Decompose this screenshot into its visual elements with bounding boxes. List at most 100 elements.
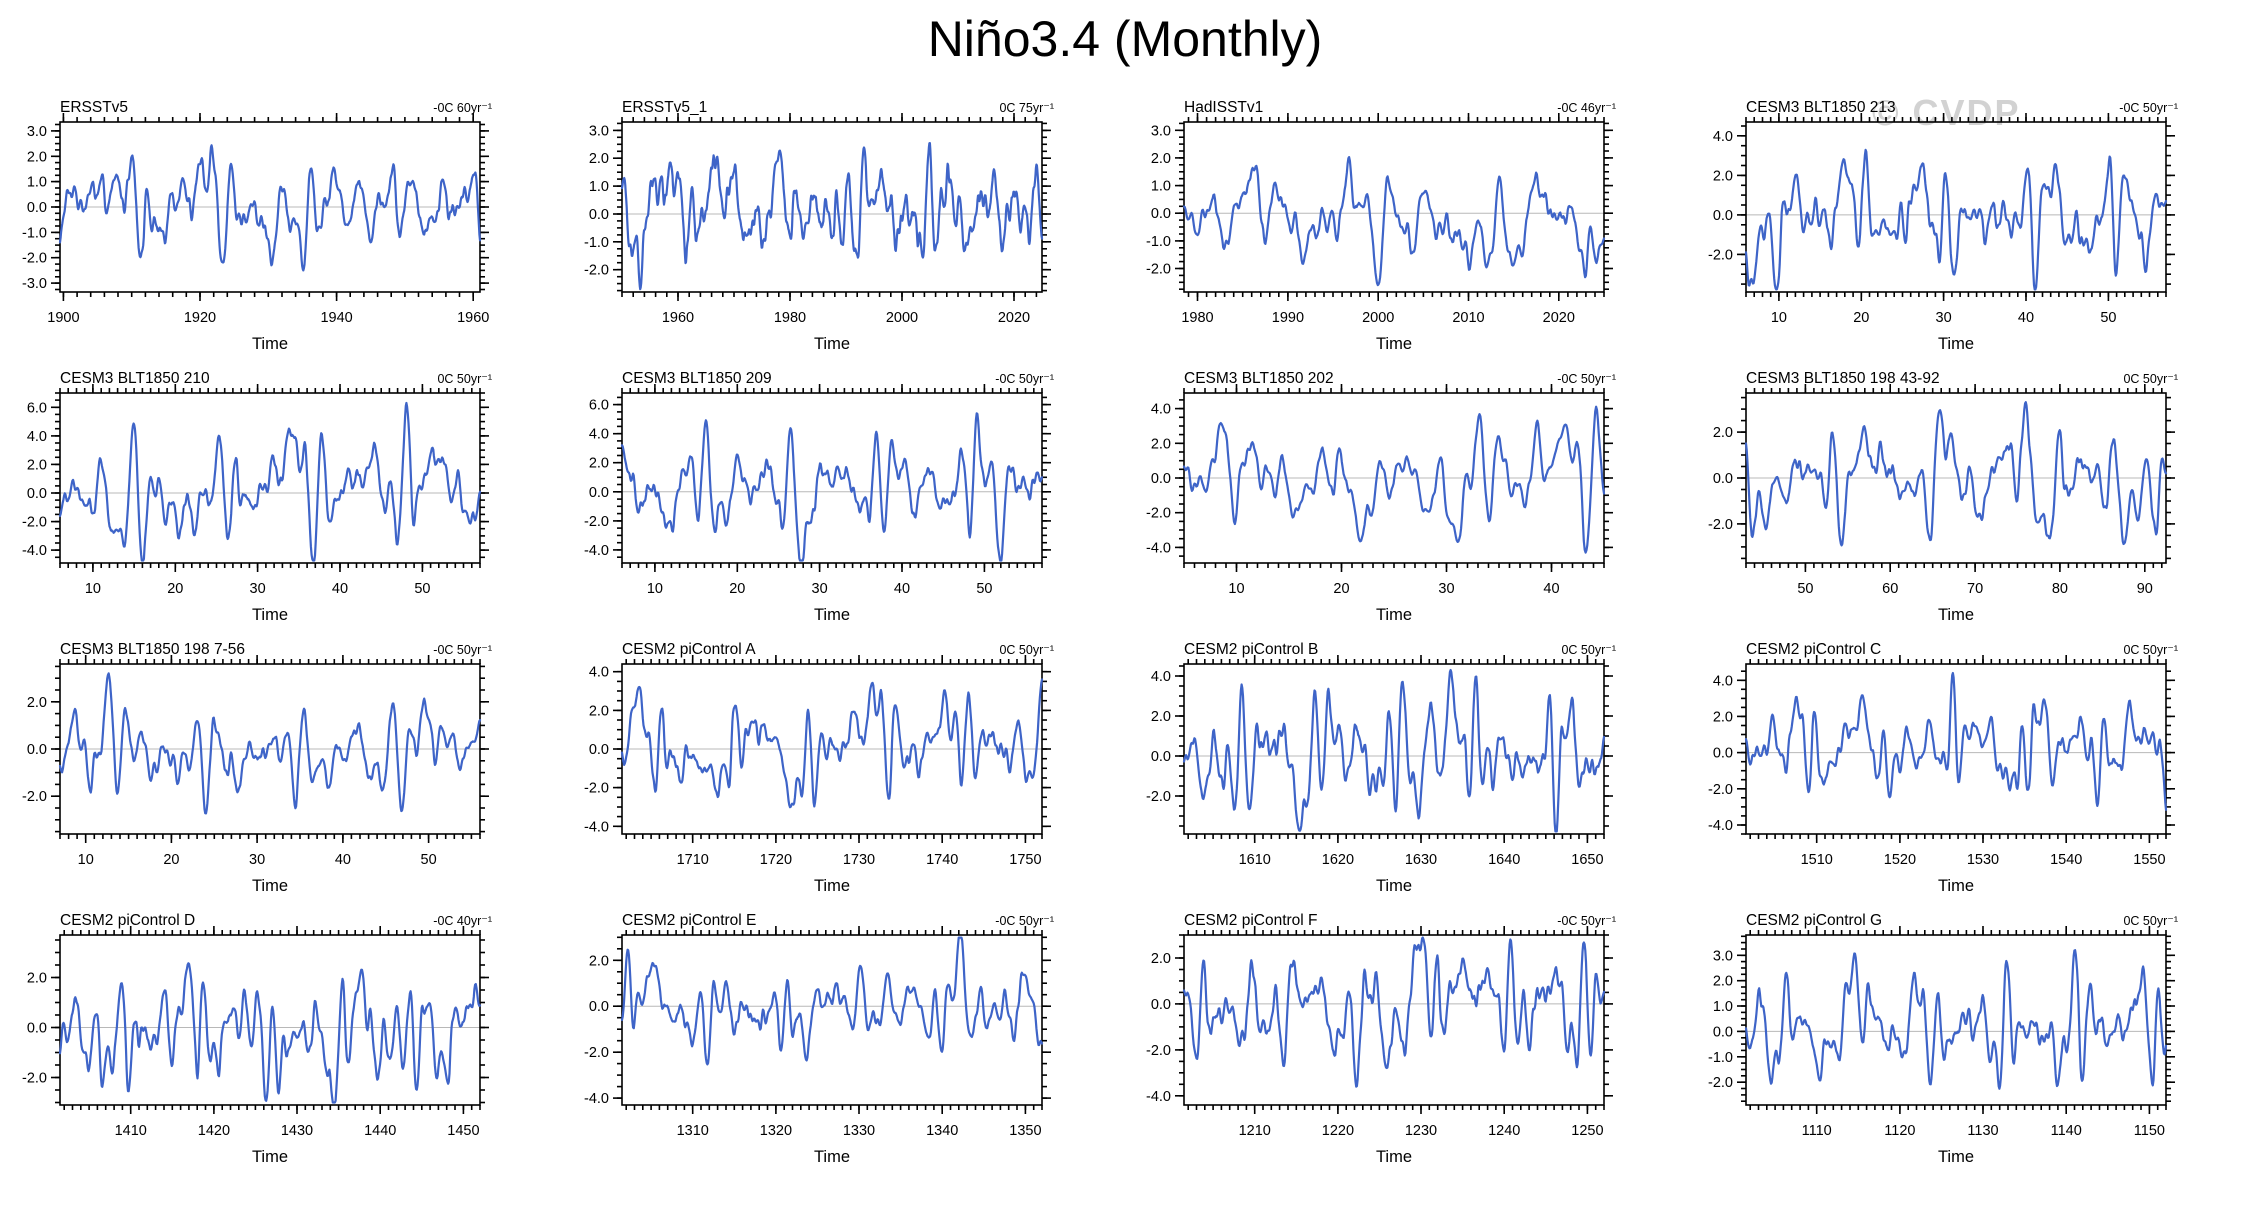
x-tick-label: 1110: [1802, 1123, 1832, 1139]
x-tick-label: 1420: [198, 1123, 230, 1139]
x-tick-label: 1430: [281, 1123, 313, 1139]
x-tick-label: 1980: [774, 310, 806, 326]
trend-label: -0C 46yr⁻¹: [1557, 101, 1616, 115]
panel-title: HadISSTv1: [1184, 99, 1263, 116]
x-axis-label: Time: [1376, 335, 1412, 353]
panel-title: CESM2 piControl F: [1184, 912, 1318, 929]
panel-cesm2-picontrol-a: CESM2 piControl A 0C 50yr⁻¹ 1710 1720 1730 17…: [564, 638, 1126, 909]
nino34-series-line: [58, 144, 482, 272]
y-tick-label: 0.0: [589, 485, 609, 501]
trend-label: 0C 50yr⁻¹: [2123, 643, 2178, 657]
timeseries-plot-cesm3-blt1850-198-7-56: CESM3 BLT1850 198 7-56 -0C 50yr⁻¹ 10 20 30 40…: [22, 641, 492, 895]
x-tick-label: 1920: [184, 310, 216, 326]
x-tick-label: 1520: [1884, 852, 1916, 868]
panel-cesm3-blt1850-198-7-56: CESM3 BLT1850 198 7-56 -0C 50yr⁻¹ 10 20 30 40…: [2, 638, 564, 909]
trend-label: -0C 50yr⁻¹: [1557, 372, 1616, 386]
panel-title: CESM3 BLT1850 209: [622, 370, 772, 387]
panel-title: CESM2 piControl D: [60, 912, 195, 929]
timeseries-plot-cesm2-picontrol-a: CESM2 piControl A 0C 50yr⁻¹ 1710 1720 1730 17…: [584, 641, 1054, 895]
plot-frame: [1183, 663, 1605, 835]
panel-title: ERSSTv5: [60, 99, 128, 116]
axes: [1175, 926, 1613, 1114]
y-tick-label: -2.0: [22, 1071, 47, 1087]
y-tick-label: -2.0: [1146, 789, 1171, 805]
cvdp-watermark: © CVDP: [1872, 92, 2021, 133]
timeseries-plot-cesm3-blt1850-213: CESM3 BLT1850 213 -0C 50yr⁻¹ 10 20 30 40 50 4.0…: [1708, 99, 2178, 353]
timeseries-plot-cesm3-blt1850-198-43-92: CESM3 BLT1850 198 43-92 0C 50yr⁻¹ 50 60 70 80…: [1708, 370, 2178, 624]
trend-label: -0C 50yr⁻¹: [995, 372, 1054, 386]
trend-label: -0C 50yr⁻¹: [2119, 101, 2178, 115]
y-tick-label: -2.0: [584, 1045, 609, 1061]
y-tick-label: 1.0: [1151, 179, 1171, 195]
y-tick-label: -2.0: [1708, 247, 1733, 263]
x-axis-label: Time: [252, 335, 288, 353]
axes: [1175, 384, 1613, 572]
nino34-series-line: [1182, 668, 1606, 833]
y-tick-label: -2.0: [22, 789, 47, 805]
trend-label: -0C 50yr⁻¹: [433, 643, 492, 657]
nino34-series-line: [1182, 156, 1606, 287]
trend-label: -0C 50yr⁻¹: [995, 914, 1054, 928]
x-axis-label: Time: [1938, 877, 1974, 895]
y-tick-label: -1.0: [22, 225, 47, 241]
plot-frame: [1745, 392, 2167, 564]
y-tick-label: 3.0: [589, 123, 609, 139]
x-axis-label: Time: [814, 877, 850, 895]
y-tick-label: 2.0: [1151, 951, 1171, 967]
y-tick-label: -4.0: [1708, 818, 1733, 834]
x-tick-label: 1940: [320, 310, 352, 326]
trend-label: 0C 50yr⁻¹: [2123, 914, 2178, 928]
timeseries-plot-cesm3-blt1850-202: CESM3 BLT1850 202 -0C 50yr⁻¹ 10 20 30 40 4.0 2.…: [1146, 370, 1616, 624]
y-tick-label: -2.0: [1708, 782, 1733, 798]
plot-frame: [621, 934, 1043, 1106]
axes: [1737, 655, 2175, 843]
x-tick-label: 20: [729, 581, 745, 597]
y-tick-label: 0.0: [1151, 749, 1171, 765]
y-tick-label: -4.0: [584, 1091, 609, 1107]
timeseries-plot-hadisstv1: HadISSTv1 -0C 46yr⁻¹ 1980 1990 2000 2010 2020 3…: [1146, 99, 1616, 353]
x-tick-label: 20: [1853, 310, 1869, 326]
panel-cesm2-picontrol-g: CESM2 piControl G 0C 50yr⁻¹ 1110 1120 1130 11…: [1688, 909, 2250, 1180]
y-tick-label: -2.0: [584, 781, 609, 797]
panel-ersstv5: ERSSTv5 -0C 60yr⁻¹ 1900 1920 1940 1960 3.0 2.0 1…: [2, 96, 564, 367]
axes: [51, 926, 489, 1114]
panel-cesm2-picontrol-c: CESM2 piControl C 0C 50yr⁻¹ 1510 1520 1530 15…: [1688, 638, 2250, 909]
plot-frame: [59, 392, 481, 564]
panel-grid: ERSSTv5 -0C 60yr⁻¹ 1900 1920 1940 1960 3.0 2.0 1…: [2, 96, 2250, 1180]
y-tick-label: -4.0: [584, 543, 609, 559]
y-tick-label: 2.0: [589, 953, 609, 969]
panel-title: CESM3 BLT1850 202: [1184, 370, 1334, 387]
x-tick-label: 1540: [2050, 852, 2082, 868]
y-tick-label: 0.0: [589, 999, 609, 1015]
x-tick-label: 10: [1228, 581, 1244, 597]
y-tick-label: 2.0: [1151, 151, 1171, 167]
x-tick-label: 1640: [1488, 852, 1520, 868]
x-tick-label: 1750: [1009, 852, 1041, 868]
x-tick-label: 1440: [364, 1123, 396, 1139]
x-tick-label: 50: [414, 581, 430, 597]
panel-title: CESM3 BLT1850 198 7-56: [60, 641, 245, 658]
x-tick-label: 1960: [457, 310, 489, 326]
axes: [613, 655, 1051, 843]
axes: [1175, 113, 1613, 301]
x-tick-label: 1650: [1571, 852, 1603, 868]
axes: [1737, 113, 2175, 301]
y-tick-label: 0.0: [27, 742, 47, 758]
y-tick-label: -2.0: [584, 514, 609, 530]
x-tick-label: 10: [85, 581, 101, 597]
x-tick-label: 1250: [1571, 1123, 1603, 1139]
x-tick-label: 70: [1967, 581, 1983, 597]
nino34-series-line: [1744, 148, 2168, 291]
y-tick-label: 2.0: [1713, 425, 1733, 441]
timeseries-plot-cesm2-picontrol-f: CESM2 piControl F -0C 50yr⁻¹ 1210 1220 1230 1…: [1146, 912, 1616, 1166]
y-tick-label: 1.0: [589, 179, 609, 195]
timeseries-plot-cesm2-picontrol-d: CESM2 piControl D -0C 40yr⁻¹ 1410 1420 1430 1…: [22, 912, 492, 1166]
nino34-series-line: [1182, 405, 1606, 554]
plot-frame: [1183, 934, 1605, 1106]
x-tick-label: 1630: [1405, 852, 1437, 868]
trend-label: -0C 50yr⁻¹: [1557, 914, 1616, 928]
axes: [613, 113, 1051, 301]
y-tick-label: 2.0: [1713, 709, 1733, 725]
axes: [1175, 655, 1613, 843]
timeseries-plot-cesm2-picontrol-e: CESM2 piControl E -0C 50yr⁻¹ 1310 1320 1330 1…: [584, 912, 1054, 1166]
